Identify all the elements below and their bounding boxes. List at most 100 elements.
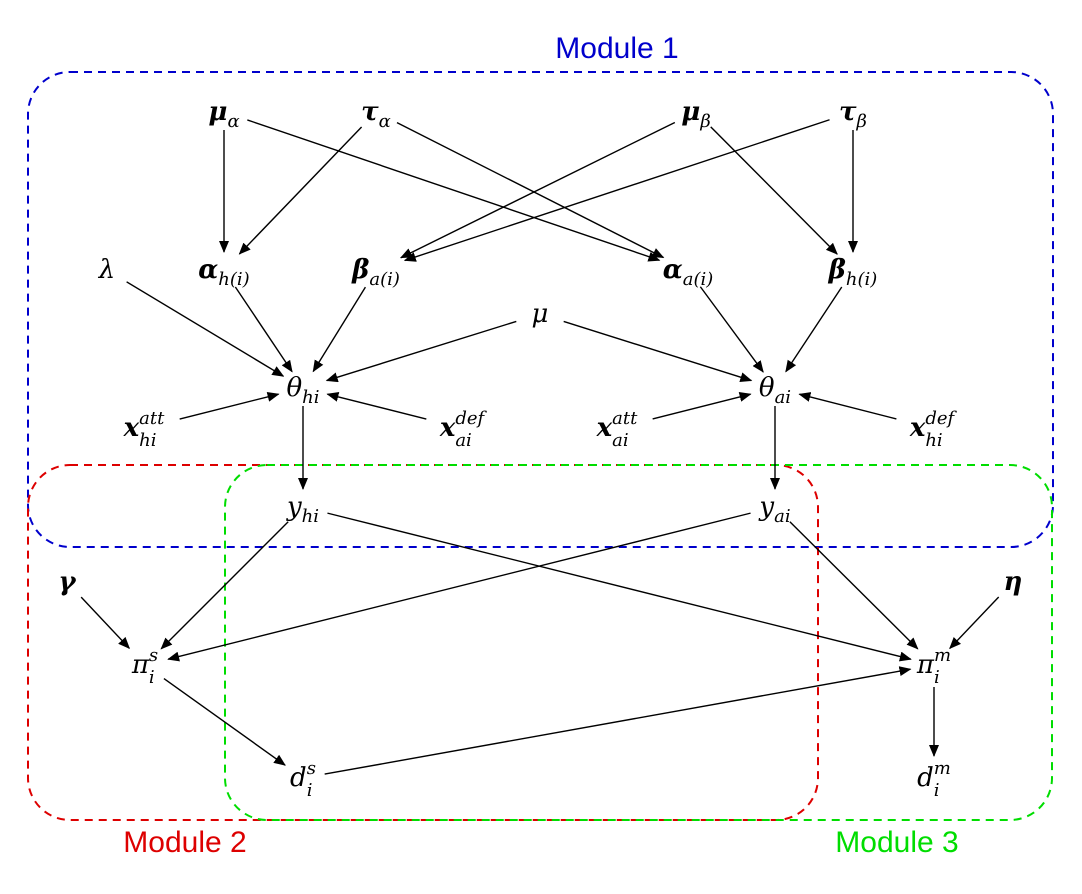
edge-mu-to-theta_hi bbox=[325, 320, 517, 383]
node-symbol: d bbox=[917, 763, 934, 793]
node-subscript: i bbox=[149, 667, 155, 688]
node-superscript: m bbox=[934, 758, 951, 779]
module-2-box bbox=[27, 464, 819, 821]
node-subscript: hi bbox=[139, 430, 156, 451]
node-superscript: s bbox=[149, 645, 158, 666]
module-2-label: Module 2 bbox=[123, 826, 246, 859]
node-beta-h: βh(i) bbox=[828, 255, 878, 290]
node-symbol: π bbox=[131, 650, 150, 680]
edge-d_s-to-pi_m bbox=[324, 666, 912, 775]
node-subscript: h(i) bbox=[846, 269, 877, 290]
node-symbol: x bbox=[439, 413, 456, 443]
node-x-att-ai: xatt ai bbox=[596, 408, 638, 451]
node-subscript: i bbox=[307, 780, 313, 801]
node-alpha-a: αa(i) bbox=[663, 255, 714, 290]
edge-mu_beta-to-beta_h bbox=[710, 126, 838, 255]
node-symbol: x bbox=[596, 413, 613, 443]
node-symbol: η bbox=[1004, 567, 1023, 597]
edge-x_att_hi-to-theta_hi bbox=[179, 391, 280, 420]
module-3-box bbox=[224, 464, 1053, 821]
edge-x_att_ai-to-theta_ai bbox=[652, 392, 752, 420]
edge-gamma-to-pi_s bbox=[80, 596, 131, 650]
node-tau-alpha: τα bbox=[361, 97, 391, 132]
edges-layer bbox=[80, 119, 1000, 775]
node-symbol: μ bbox=[681, 97, 700, 127]
node-subscript: i bbox=[934, 667, 940, 688]
node-mu-alpha: μα bbox=[208, 97, 239, 132]
module-3-label: Module 3 bbox=[835, 826, 958, 859]
node-symbol: θ bbox=[286, 373, 302, 403]
node-symbol: β bbox=[351, 255, 369, 285]
node-mu: μ bbox=[532, 299, 549, 329]
node-symbol: y bbox=[758, 492, 774, 522]
edge-pi_s-to-d_s bbox=[163, 677, 286, 766]
node-superscript: m bbox=[934, 645, 951, 666]
node-symbol: γ bbox=[58, 567, 77, 597]
node-subscript: α bbox=[379, 111, 391, 132]
node-symbol: τ bbox=[361, 97, 379, 127]
edge-tau_alpha-to-alpha_a bbox=[396, 122, 665, 259]
node-subscript: ai bbox=[774, 506, 791, 527]
node-x-def-hi: xdef hi bbox=[909, 408, 958, 451]
node-subscript: ai bbox=[455, 430, 472, 451]
edge-beta_h-to-theta_ai bbox=[785, 286, 843, 373]
edge-lambda-to-theta_hi bbox=[126, 281, 285, 377]
edge-beta_a-to-theta_hi bbox=[312, 286, 367, 373]
node-superscript: def bbox=[925, 408, 957, 429]
node-tau-beta: τβ bbox=[839, 97, 867, 132]
node-symbol: x bbox=[909, 413, 926, 443]
node-symbol: π bbox=[916, 650, 935, 680]
node-superscript: s bbox=[307, 758, 316, 779]
node-d-s: ds i bbox=[290, 758, 316, 801]
node-symbol: x bbox=[123, 413, 140, 443]
node-symbol: μ bbox=[208, 97, 227, 127]
node-symbol: β bbox=[828, 255, 846, 285]
edge-eta-to-pi_m bbox=[949, 596, 1000, 650]
node-theta-ai: θai bbox=[759, 373, 791, 408]
node-subscript: β bbox=[699, 111, 710, 132]
edge-mu_beta-to-beta_a bbox=[399, 121, 676, 259]
edge-x_def_ai-to-theta_hi bbox=[326, 391, 427, 420]
node-gamma: γ bbox=[58, 567, 77, 597]
edge-mu_alpha-to-alpha_a bbox=[247, 119, 661, 262]
edge-y_ai-to-pi_m bbox=[789, 521, 919, 650]
edge-tau_beta-to-beta_a bbox=[403, 119, 830, 262]
edge-y_hi-to-pi_m bbox=[327, 512, 912, 662]
node-x-def-ai: xdef ai bbox=[439, 408, 488, 451]
node-subscript: hi bbox=[925, 430, 942, 451]
node-symbol: d bbox=[290, 763, 307, 793]
node-superscript: def bbox=[455, 408, 487, 429]
node-symbol: μ bbox=[532, 299, 549, 329]
node-subscript: hi bbox=[302, 506, 319, 527]
node-symbol: θ bbox=[759, 373, 775, 403]
node-subscript: a(i) bbox=[683, 269, 714, 290]
node-symbol: y bbox=[286, 492, 302, 522]
node-eta: η bbox=[1004, 567, 1023, 597]
node-y-ai: yai bbox=[758, 492, 790, 527]
modules-layer: Module 1 Module 2 Module 3 bbox=[27, 32, 1054, 859]
node-y-hi: yhi bbox=[286, 492, 319, 527]
node-symbol: α bbox=[198, 255, 218, 285]
edge-x_def_hi-to-theta_ai bbox=[798, 392, 897, 420]
node-theta-hi: θhi bbox=[286, 373, 319, 408]
edge-mu-to-theta_ai bbox=[563, 320, 753, 383]
edge-tau_alpha-to-alpha_h bbox=[238, 126, 363, 255]
node-subscript: ai bbox=[612, 430, 629, 451]
node-superscript: att bbox=[139, 408, 165, 429]
node-d-m: dm i bbox=[917, 758, 951, 801]
module-1-label: Module 1 bbox=[555, 32, 678, 65]
node-subscript: i bbox=[934, 780, 940, 801]
node-subscript: hi bbox=[302, 387, 319, 408]
node-symbol: τ bbox=[839, 97, 857, 127]
edge-y_hi-to-pi_s bbox=[160, 521, 289, 650]
edge-y_ai-to-pi_s bbox=[167, 512, 751, 662]
node-symbol: λ bbox=[98, 255, 115, 285]
node-pi-s: πs i bbox=[131, 645, 158, 688]
node-lambda: λ bbox=[98, 255, 115, 285]
node-superscript: att bbox=[612, 408, 638, 429]
node-mu-beta: μβ bbox=[681, 97, 710, 132]
node-subscript: α bbox=[227, 111, 239, 132]
node-subscript: ai bbox=[775, 387, 792, 408]
